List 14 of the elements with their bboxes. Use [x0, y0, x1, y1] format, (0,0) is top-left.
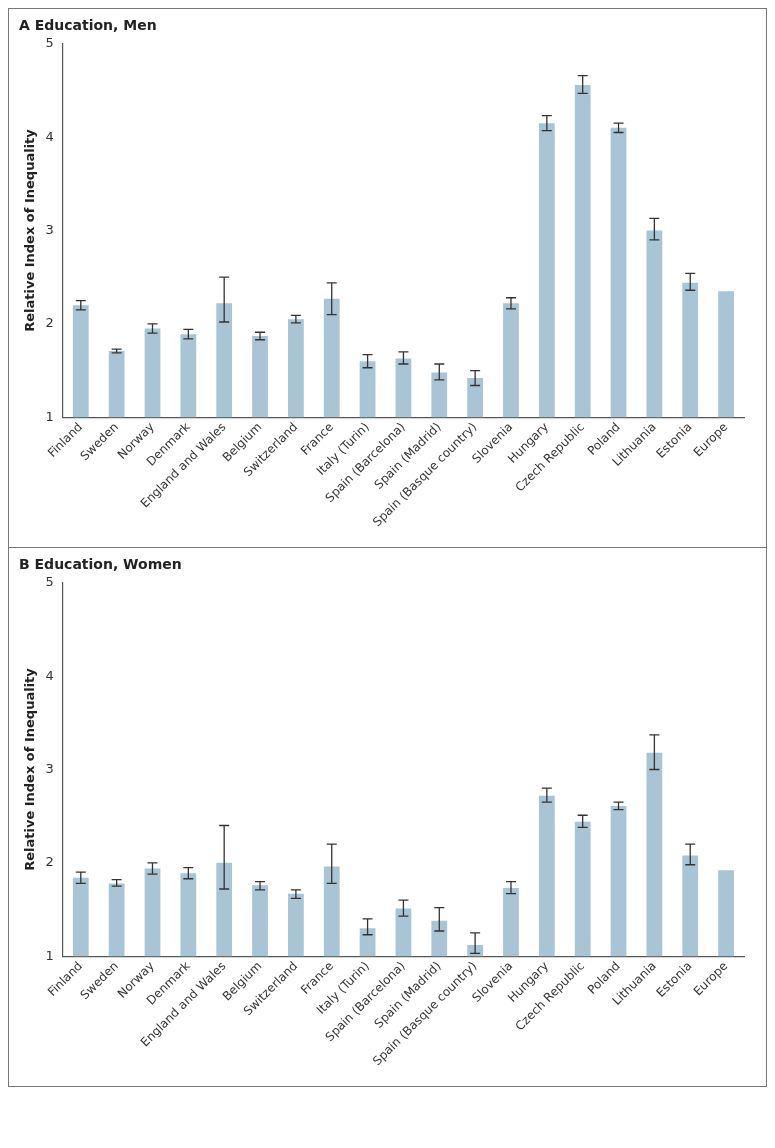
y-tick-label: 2: [45, 853, 54, 869]
y-tick-label: 4: [45, 667, 54, 683]
y-tick-label: 5: [45, 573, 54, 589]
y-tick-label: 2: [45, 315, 54, 331]
y-tick-label: 3: [45, 221, 54, 237]
y-tick-label: 1: [45, 947, 54, 963]
y-axis-title: Relative Index of Inequality: [22, 667, 38, 871]
y-tick-label: 1: [45, 408, 54, 424]
chart-title: A Education, Men: [19, 17, 158, 33]
y-tick-label: 4: [45, 128, 54, 144]
chart-title: B Education, Women: [19, 555, 183, 572]
y-tick-label: 3: [45, 760, 54, 776]
y-tick-label: 5: [45, 35, 54, 51]
y-axis-title: Relative Index of Inequality: [22, 128, 38, 332]
